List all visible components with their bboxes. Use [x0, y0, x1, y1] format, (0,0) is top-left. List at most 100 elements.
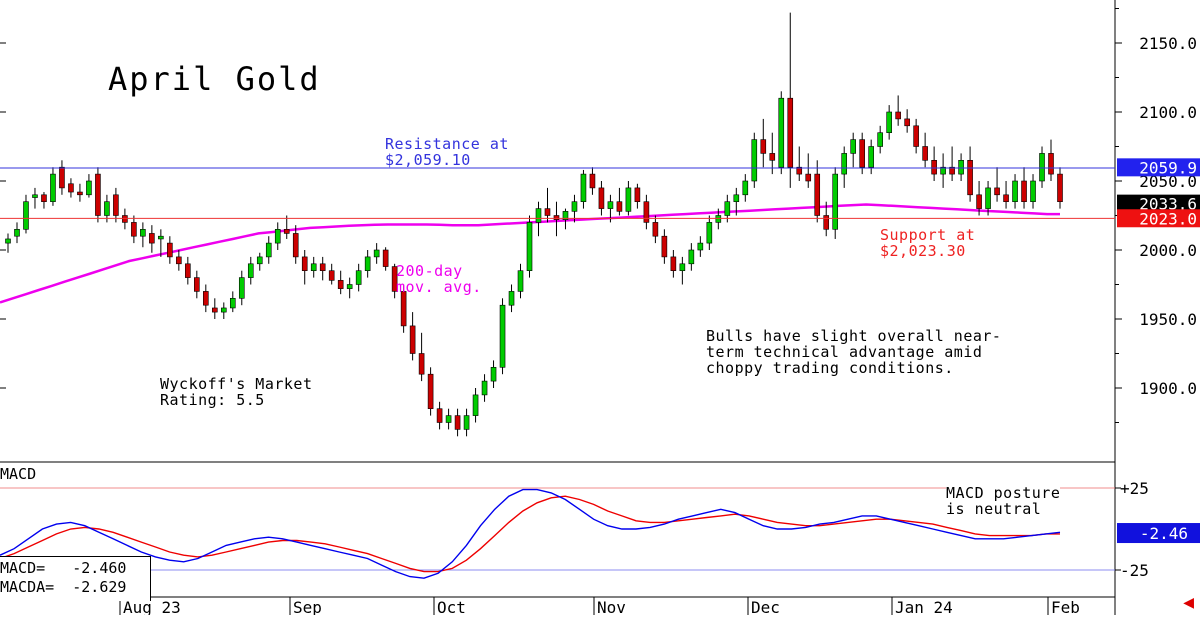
candle-body [814, 173, 821, 216]
candle-body [122, 215, 128, 223]
candle-body [176, 256, 182, 265]
price-tick-label: 2100.0 [1139, 103, 1197, 122]
candle-body [553, 215, 560, 220]
candle-body [409, 325, 416, 354]
candle-body [212, 307, 218, 313]
support-price-box-label: 2023.0 [1139, 209, 1197, 228]
resistance-annotation: Resistance at $2,059.10 [385, 135, 509, 169]
candle-body [508, 291, 515, 306]
date-tick-label: Nov [597, 598, 626, 615]
candle-body [328, 270, 335, 281]
price-tick-label: 2150.0 [1139, 34, 1197, 53]
date-tick-label: Aug 23 [123, 598, 181, 615]
candle-body [850, 139, 856, 154]
candle-body [922, 146, 928, 161]
candle-body [77, 191, 83, 196]
candle-body [292, 233, 299, 258]
candle-body [688, 249, 695, 265]
candle-body [86, 180, 92, 196]
candle-body [778, 97, 785, 168]
date-tick-label: Jan 24 [895, 598, 953, 615]
candle-body [283, 229, 290, 234]
candle-body [913, 125, 919, 147]
candle-body [598, 187, 605, 209]
macd-layer: +25 -25 -2.46 [0, 479, 1200, 580]
macd-panel-label: MACD [0, 465, 37, 483]
candle-body [724, 201, 731, 216]
candle-body [238, 277, 245, 299]
candle-body [5, 238, 11, 244]
candle-body [1003, 194, 1009, 203]
candle-body [715, 215, 722, 223]
price-axis: 2150.0 2100.0 2050.0 2000.0 1950.0 1900.0 2059… [0, 8, 1200, 423]
candle-body [490, 366, 497, 382]
candle-body [886, 111, 892, 134]
candle-body [751, 139, 758, 182]
candle-body [319, 263, 326, 271]
candle-body [499, 304, 506, 368]
price-tick-label: 2000.0 [1139, 241, 1197, 260]
candle-body [544, 208, 551, 216]
candle-body [877, 132, 883, 147]
candle-body [194, 277, 200, 292]
candle-body [634, 187, 641, 202]
arrow-left-icon[interactable]: ◀ [1183, 595, 1194, 611]
candle-body [50, 173, 56, 203]
candle-body [1021, 180, 1027, 203]
candle-body [14, 229, 20, 237]
candle-body [113, 194, 119, 216]
candle-body [400, 291, 407, 327]
candle-body [940, 166, 946, 175]
macd-tick-label: +25 [1120, 479, 1149, 498]
market-rating-annotation: Wyckoff's Market Rating: 5.5 [160, 375, 313, 409]
candle-body [131, 222, 137, 237]
support-price-box [1117, 209, 1200, 228]
candle-body [1057, 173, 1063, 203]
candle-body [229, 297, 236, 309]
candle-body [373, 249, 380, 258]
candle-body [670, 256, 677, 271]
macd-tick-label: -25 [1120, 561, 1149, 580]
candle-body [454, 415, 461, 430]
candle-body [463, 415, 470, 430]
candle-body [167, 242, 173, 258]
resistance-price-box [1117, 158, 1200, 177]
macd-posture-annotation: MACD posture is neutral [946, 484, 1061, 518]
candle-body [661, 235, 668, 258]
candle-body [274, 229, 281, 244]
candle-body [472, 394, 479, 416]
candle-body [158, 235, 164, 240]
candle-body [769, 153, 776, 161]
candles-layer [5, 12, 1063, 437]
candle-body [652, 222, 659, 237]
candle-body [391, 266, 398, 292]
candle-body [32, 194, 38, 198]
candle-body [436, 408, 443, 423]
candle-body [616, 201, 623, 212]
date-tick-label: Feb [1051, 598, 1080, 615]
candle-body [203, 291, 209, 306]
level-lines [0, 167, 1115, 219]
candle-body [859, 139, 865, 168]
candle-body [949, 166, 955, 175]
candle-body [1012, 180, 1018, 203]
macd-line [0, 488, 1061, 579]
candle-body [976, 194, 982, 209]
candle-body [733, 194, 740, 203]
candle-body [59, 166, 65, 189]
candle-body [310, 263, 317, 271]
candle-body [805, 173, 812, 182]
macd-value-box [1117, 523, 1200, 544]
candle-body [832, 173, 839, 230]
candle-body [445, 415, 452, 423]
candle-body [895, 111, 901, 120]
candle-body [481, 380, 488, 396]
resistance-price-box-label: 2059.9 [1139, 158, 1197, 177]
moving-average-annotation: 200-day mov. avg. [396, 262, 482, 296]
candle-body [41, 194, 47, 203]
chart-title: April Gold [108, 60, 321, 98]
candle-body [1048, 153, 1054, 175]
candle-body [301, 256, 308, 271]
